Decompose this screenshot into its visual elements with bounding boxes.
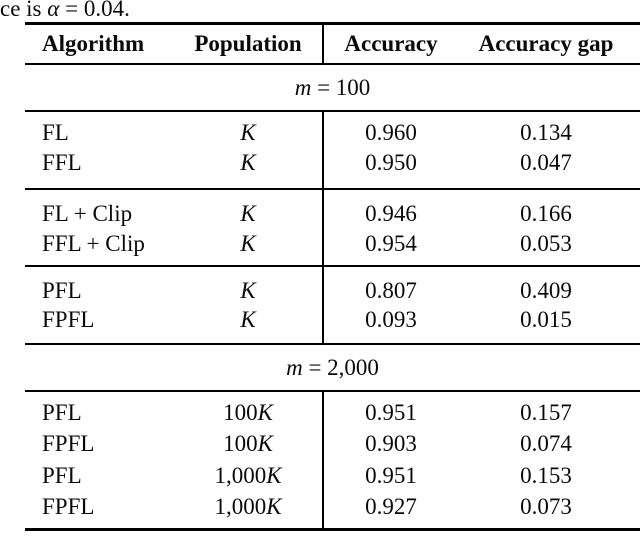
population-cell: K xyxy=(168,305,328,335)
population-number: 1,000 xyxy=(214,463,267,488)
table-header-row: Algorithm Population Accuracy Accuracy g… xyxy=(0,29,640,59)
math-var-k: K xyxy=(240,278,256,303)
table-top-rule xyxy=(25,22,640,25)
accuracy-gap-cell: 0.166 xyxy=(520,201,572,226)
math-var-k: K xyxy=(240,201,256,226)
table-row: FL + Clip K 0.946 0.166 xyxy=(0,199,640,229)
algorithm-cell: FPFL xyxy=(42,494,95,519)
math-var-k: K xyxy=(240,150,256,175)
column-header-accuracy-gap: Accuracy gap xyxy=(478,31,614,56)
table-row: FPFL 1,000K 0.927 0.073 xyxy=(0,492,640,522)
accuracy-gap-cell: 0.134 xyxy=(520,120,572,145)
accuracy-gap-cell: 0.157 xyxy=(520,400,572,425)
accuracy-cell: 0.093 xyxy=(365,307,417,332)
accuracy-gap-cell: 0.047 xyxy=(520,150,572,175)
caption-alpha-symbol: α xyxy=(47,0,60,21)
math-var-k: K xyxy=(240,231,256,256)
math-var-k: K xyxy=(240,307,256,332)
math-var-k: K xyxy=(266,463,282,488)
section-title-m-2000: m = 2,000 xyxy=(25,353,640,383)
column-divider xyxy=(322,112,324,343)
header-bottom-rule xyxy=(25,63,640,65)
table-row: FPFL 100K 0.903 0.074 xyxy=(0,429,640,459)
algorithm-cell: PFL xyxy=(42,400,82,425)
math-var-k: K xyxy=(257,431,273,456)
population-cell: 1,000K xyxy=(168,492,328,522)
section1-title-bottom-rule xyxy=(25,110,640,112)
accuracy-gap-cell: 0.053 xyxy=(520,231,572,256)
section2-title-top-rule xyxy=(25,343,640,345)
accuracy-gap-cell: 0.153 xyxy=(520,463,572,488)
algorithm-cell: FPFL xyxy=(42,307,95,332)
accuracy-cell: 0.946 xyxy=(365,201,417,226)
accuracy-gap-cell: 0.073 xyxy=(520,494,572,519)
section-title-m-100: m = 100 xyxy=(25,73,640,103)
caption-fragment: ce is α = 0.04. xyxy=(0,0,130,21)
table-row: FL K 0.960 0.134 xyxy=(0,118,640,148)
group-divider-rule xyxy=(25,265,640,267)
algorithm-cell: PFL xyxy=(42,278,82,303)
algorithm-cell: FL xyxy=(42,120,69,145)
math-var-m: m xyxy=(286,355,303,380)
section-title-value: = 2,000 xyxy=(302,355,379,380)
algorithm-cell: FPFL xyxy=(42,431,95,456)
table-row: PFL 100K 0.951 0.157 xyxy=(0,398,640,428)
algorithm-cell: PFL xyxy=(42,463,82,488)
population-number: 1,000 xyxy=(214,494,267,519)
population-cell: 100K xyxy=(168,429,328,459)
population-cell: K xyxy=(168,229,328,259)
column-divider xyxy=(322,392,324,528)
table-row: FFL + Clip K 0.954 0.053 xyxy=(0,229,640,259)
accuracy-gap-cell: 0.074 xyxy=(520,431,572,456)
accuracy-gap-cell: 0.015 xyxy=(520,307,572,332)
math-var-k: K xyxy=(257,400,273,425)
accuracy-gap-cell: 0.409 xyxy=(520,278,572,303)
algorithm-cell: FFL xyxy=(42,150,82,175)
caption-text: ce is xyxy=(0,0,48,21)
population-cell: K xyxy=(168,118,328,148)
math-var-k: K xyxy=(266,494,282,519)
algorithm-cell: FL + Clip xyxy=(42,201,133,226)
column-header-population: Population xyxy=(194,31,302,56)
accuracy-cell: 0.951 xyxy=(365,400,417,425)
population-number: 100 xyxy=(223,431,258,456)
population-cell: K xyxy=(168,276,328,306)
math-var-k: K xyxy=(240,120,256,145)
accuracy-cell: 0.807 xyxy=(365,278,417,303)
group-divider-rule xyxy=(25,188,640,190)
population-cell: K xyxy=(168,148,328,178)
population-cell: K xyxy=(168,199,328,229)
accuracy-cell: 0.960 xyxy=(365,120,417,145)
table-row: FPFL K 0.093 0.015 xyxy=(0,305,640,335)
column-divider xyxy=(322,25,324,63)
algorithm-cell: FFL + Clip xyxy=(42,231,145,256)
column-header-algorithm: Algorithm xyxy=(42,31,145,56)
table-row: PFL 1,000K 0.951 0.153 xyxy=(0,461,640,491)
population-cell: 100K xyxy=(168,398,328,428)
population-cell: 1,000K xyxy=(168,461,328,491)
population-number: 100 xyxy=(223,400,258,425)
table-row: PFL K 0.807 0.409 xyxy=(0,276,640,306)
column-header-accuracy: Accuracy xyxy=(344,31,438,56)
table-bottom-rule xyxy=(25,528,640,531)
caption-value: = 0.04. xyxy=(59,0,130,21)
accuracy-cell: 0.954 xyxy=(365,231,417,256)
section2-title-bottom-rule xyxy=(25,390,640,392)
accuracy-cell: 0.951 xyxy=(365,463,417,488)
table-row: FFL K 0.950 0.047 xyxy=(0,148,640,178)
math-var-m: m xyxy=(294,75,312,100)
accuracy-cell: 0.927 xyxy=(365,494,417,519)
section-title-value: = 100 xyxy=(311,75,371,100)
accuracy-cell: 0.950 xyxy=(365,150,417,175)
accuracy-cell: 0.903 xyxy=(365,431,417,456)
